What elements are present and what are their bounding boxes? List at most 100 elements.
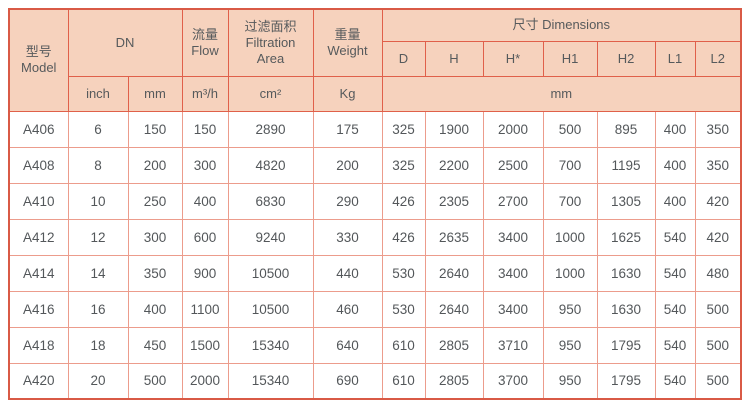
value-cell: 895 bbox=[596, 110, 656, 148]
value-cell: 1630 bbox=[596, 290, 656, 328]
value-cell: 400 bbox=[654, 182, 696, 220]
spec-table: 型号 Model DN 流量 Flow 过滤面积 Filtration Area… bbox=[8, 8, 743, 400]
value-cell: 12 bbox=[67, 218, 129, 256]
table-body: A406 6 150 150 2890 175 325 1900 2000 500 895 400 35… bbox=[8, 110, 742, 400]
value-cell: 530 bbox=[381, 290, 426, 328]
table-header: 型号 Model DN 流量 Flow 过滤面积 Filtration Area… bbox=[8, 8, 742, 112]
model-cell: A418 bbox=[8, 326, 69, 364]
value-cell: 150 bbox=[127, 110, 183, 148]
value-cell: 700 bbox=[542, 146, 598, 184]
value-cell: 1000 bbox=[542, 254, 598, 292]
value-cell: 3400 bbox=[482, 290, 544, 328]
value-cell: 600 bbox=[181, 218, 229, 256]
value-cell: 420 bbox=[694, 182, 742, 220]
model-cell: A410 bbox=[8, 182, 69, 220]
value-cell: 300 bbox=[181, 146, 229, 184]
value-cell: 330 bbox=[312, 218, 383, 256]
value-cell: 350 bbox=[127, 254, 183, 292]
value-cell: 1625 bbox=[596, 218, 656, 256]
header-dim-l2: L2 bbox=[694, 40, 742, 77]
header-row-1: 型号 Model DN 流量 Flow 过滤面积 Filtration Area… bbox=[8, 8, 742, 112]
unit-area: cm² bbox=[227, 75, 314, 112]
model-cell: A416 bbox=[8, 290, 69, 328]
value-cell: 440 bbox=[312, 254, 383, 292]
value-cell: 420 bbox=[694, 218, 742, 256]
value-cell: 1100 bbox=[181, 290, 229, 328]
value-cell: 6830 bbox=[227, 182, 314, 220]
unit-dimensions-mm: mm bbox=[381, 75, 742, 112]
header-model-zh: 型号 bbox=[25, 44, 52, 60]
value-cell: 2200 bbox=[424, 146, 484, 184]
value-cell: 540 bbox=[654, 254, 696, 292]
value-cell: 400 bbox=[181, 182, 229, 220]
value-cell: 18 bbox=[67, 326, 129, 364]
value-cell: 426 bbox=[381, 182, 426, 220]
table-row: A418 18 450 1500 15340 640 610 2805 3710 950 1795 5… bbox=[8, 326, 742, 364]
value-cell: 2000 bbox=[482, 110, 544, 148]
model-cell: A412 bbox=[8, 218, 69, 256]
value-cell: 1305 bbox=[596, 182, 656, 220]
value-cell: 426 bbox=[381, 218, 426, 256]
header-weight-en: Weight bbox=[327, 42, 368, 58]
value-cell: 2700 bbox=[482, 182, 544, 220]
value-cell: 2305 bbox=[424, 182, 484, 220]
value-cell: 175 bbox=[312, 110, 383, 148]
value-cell: 15340 bbox=[227, 326, 314, 364]
header-dimensions: 尺寸 Dimensions bbox=[381, 8, 742, 42]
unit-mm: mm bbox=[127, 75, 183, 112]
table-row: A408 8 200 300 4820 200 325 2200 2500 700 1195 400 3… bbox=[8, 146, 742, 184]
model-cell: A408 bbox=[8, 146, 69, 184]
header-row-3: inch mm m³/h cm² Kg mm bbox=[9, 75, 742, 112]
value-cell: 16 bbox=[67, 290, 129, 328]
value-cell: 2640 bbox=[424, 290, 484, 328]
value-cell: 2805 bbox=[424, 326, 484, 364]
value-cell: 250 bbox=[127, 182, 183, 220]
value-cell: 6 bbox=[67, 110, 129, 148]
value-cell: 500 bbox=[694, 326, 742, 364]
value-cell: 3400 bbox=[482, 218, 544, 256]
header-dim-d: D bbox=[381, 40, 426, 77]
header-flow: 流量 Flow bbox=[181, 8, 229, 77]
value-cell: 200 bbox=[312, 146, 383, 184]
table-row: A414 14 350 900 10500 440 530 2640 3400 1000 1630 5… bbox=[8, 254, 742, 292]
value-cell: 500 bbox=[542, 110, 598, 148]
value-cell: 9240 bbox=[227, 218, 314, 256]
header-filtration-en-2: Area bbox=[256, 50, 285, 66]
value-cell: 540 bbox=[654, 326, 696, 364]
value-cell: 900 bbox=[181, 254, 229, 292]
value-cell: 540 bbox=[654, 218, 696, 256]
value-cell: 400 bbox=[654, 110, 696, 148]
value-cell: 150 bbox=[181, 110, 229, 148]
value-cell: 400 bbox=[127, 290, 183, 328]
value-cell: 1630 bbox=[596, 254, 656, 292]
header-flow-en: Flow bbox=[191, 42, 219, 58]
value-cell: 2000 bbox=[181, 362, 229, 400]
value-cell: 10500 bbox=[227, 254, 314, 292]
value-cell: 540 bbox=[654, 362, 696, 400]
header-filtration-zh: 过滤面积 bbox=[244, 18, 297, 34]
value-cell: 10500 bbox=[227, 290, 314, 328]
value-cell: 15340 bbox=[227, 362, 314, 400]
value-cell: 500 bbox=[694, 290, 742, 328]
header-dim-hstar: H* bbox=[482, 40, 544, 77]
value-cell: 1195 bbox=[596, 146, 656, 184]
header-model: 型号 Model bbox=[8, 8, 69, 112]
value-cell: 2500 bbox=[482, 146, 544, 184]
value-cell: 640 bbox=[312, 326, 383, 364]
spec-table-container: 型号 Model DN 流量 Flow 过滤面积 Filtration Area… bbox=[8, 8, 743, 400]
model-cell: A414 bbox=[8, 254, 69, 292]
header-dim-l1: L1 bbox=[654, 40, 696, 77]
value-cell: 2805 bbox=[424, 362, 484, 400]
value-cell: 1795 bbox=[596, 362, 656, 400]
table-row: A412 12 300 600 9240 330 426 2635 3400 1000 1625 54… bbox=[8, 218, 742, 256]
value-cell: 500 bbox=[694, 362, 742, 400]
table-row: A416 16 400 1100 10500 460 530 2640 3400 950 1630 5… bbox=[8, 290, 742, 328]
value-cell: 950 bbox=[542, 362, 598, 400]
value-cell: 1900 bbox=[424, 110, 484, 148]
value-cell: 20 bbox=[67, 362, 129, 400]
value-cell: 1795 bbox=[596, 326, 656, 364]
table-row: A410 10 250 400 6830 290 426 2305 2700 700 1305 400… bbox=[8, 182, 742, 220]
header-row-2: D H H* H1 H2 L1 L2 bbox=[9, 40, 742, 77]
value-cell: 540 bbox=[654, 290, 696, 328]
header-dim-h1: H1 bbox=[542, 40, 598, 77]
